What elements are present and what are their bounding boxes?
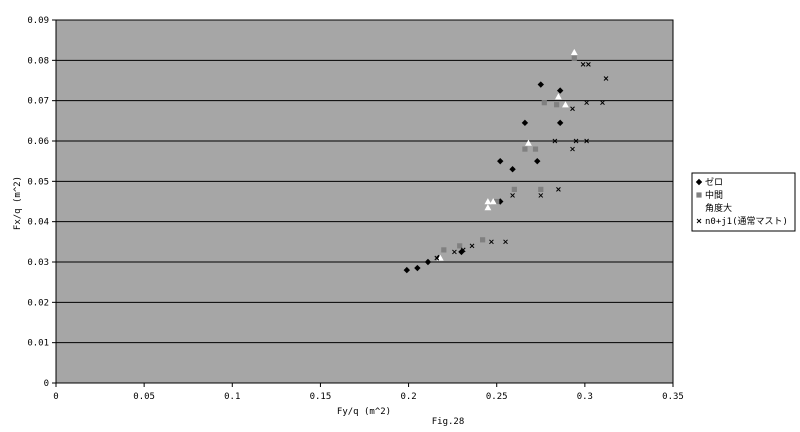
data-point-square (541, 100, 547, 106)
data-point-x (434, 255, 440, 261)
data-point-triangle (484, 198, 492, 205)
data-point-diamond (403, 266, 411, 274)
data-point-x (503, 239, 508, 245)
x-tick-label: 0.3 (577, 392, 593, 402)
data-point-x (452, 249, 457, 255)
data-point-x (469, 243, 475, 249)
data-point-square (494, 198, 500, 205)
data-point-diamond (414, 264, 421, 272)
legend-marker-square (696, 192, 702, 198)
data-point-x (489, 239, 494, 245)
data-point-triangle (489, 198, 497, 205)
data-point-diamond (521, 119, 529, 127)
data-point-square (457, 243, 463, 249)
y-tick-label: 0.07 (27, 97, 49, 107)
legend-label: 角度大 (705, 202, 732, 214)
data-point-triangle (555, 93, 562, 100)
data-point-square (480, 237, 486, 243)
grid-lines (56, 59, 673, 344)
data-point-square (522, 146, 528, 152)
x-tick-label: 0.2 (400, 392, 416, 402)
x-axis-title: Fy/q (m^2) (337, 407, 391, 417)
data-point-square (554, 102, 560, 108)
legend-label: n0+j1(通常マスト) (705, 215, 788, 227)
data-point-diamond (556, 87, 564, 94)
data-point-diamond (556, 119, 564, 127)
data-point-x (573, 138, 579, 144)
y-axis-title: Fx/q (m^2) (13, 176, 23, 230)
data-point-x (510, 193, 515, 198)
data-point-triangle (525, 139, 532, 146)
legend-marker-x (696, 218, 702, 224)
plot-area (55, 19, 674, 384)
x-tick-label: 0.1 (224, 392, 240, 402)
y-tick-label: 0 (44, 379, 49, 389)
x-tick-label: 0.05 (133, 392, 155, 402)
y-tick-label: 0.06 (27, 137, 49, 147)
y-tick-label: 0.08 (27, 56, 49, 66)
x-tick-label: 0 (53, 392, 58, 402)
data-point-diamond (509, 166, 516, 173)
y-tick-label: 0.01 (27, 339, 49, 349)
legend-marker-triangle (695, 204, 703, 211)
data-point-diamond (537, 81, 544, 88)
data-point-triangle (570, 48, 578, 55)
x-tick-label: 0.15 (310, 392, 332, 402)
data-point-square (571, 55, 577, 61)
data-point-square (441, 247, 447, 253)
data-points (403, 48, 609, 274)
x-tick-label: 0.35 (662, 392, 684, 402)
data-point-x (584, 138, 589, 144)
x-tick-label: 0.25 (486, 392, 508, 402)
data-point-x (600, 100, 605, 106)
data-point-x (570, 106, 575, 112)
y-tick-label: 0.03 (27, 258, 49, 268)
data-point-square (511, 186, 517, 192)
data-point-x (584, 100, 589, 106)
data-point-triangle (562, 101, 569, 108)
data-point-diamond (424, 258, 432, 266)
legend-marker-diamond (695, 178, 703, 186)
data-point-x (538, 193, 544, 198)
y-tick-label: 0.09 (27, 16, 49, 26)
data-point-x (552, 138, 558, 144)
axes (52, 19, 674, 387)
data-point-x (586, 62, 591, 67)
legend-label: 中間 (705, 189, 723, 201)
y-tick-label: 0.04 (27, 218, 49, 228)
data-point-x (460, 247, 466, 253)
data-point-diamond (497, 157, 504, 165)
data-point-x (603, 76, 609, 81)
data-point-x (580, 62, 586, 67)
legend-box (691, 172, 796, 232)
data-point-square (532, 146, 539, 152)
data-point-triangle (484, 204, 492, 211)
data-point-diamond (534, 157, 541, 165)
data-point-x (556, 187, 561, 192)
data-point-x (570, 146, 575, 152)
data-point-square (538, 186, 544, 192)
y-tick-label: 0.05 (27, 177, 49, 187)
figure-caption: Fig.28 (432, 417, 465, 427)
tick-labels: 0 0.01 0.02 0.03 0.04 0.05 0.06 0.07 0.08 0.09 0 0.… (27, 16, 684, 402)
y-tick-label: 0.02 (27, 298, 49, 308)
legend-label: ゼロ (705, 176, 723, 188)
